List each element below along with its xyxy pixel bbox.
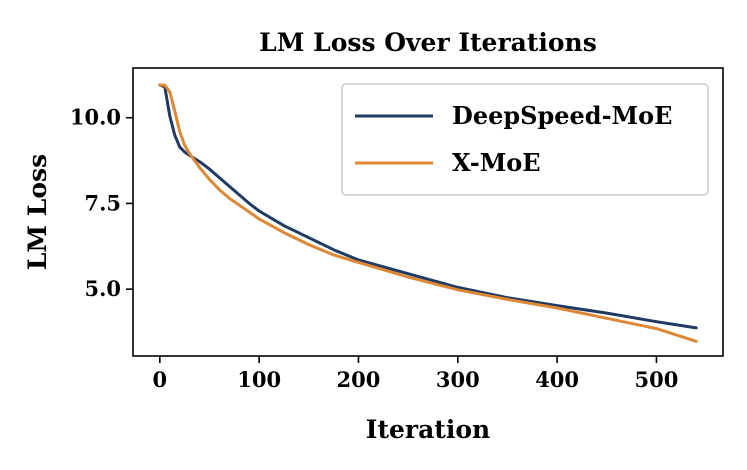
x-ticks: 0 100 200 300 400 500 — [153, 356, 679, 392]
x-tick-label: 0 — [153, 367, 168, 392]
legend-label-deepspeed: DeepSpeed-MoE — [452, 101, 672, 130]
x-axis-label: Iteration — [366, 415, 490, 444]
y-tick-label: 7.5 — [84, 190, 121, 215]
y-axis-label: LM Loss — [23, 154, 52, 270]
series-line-deepspeed-moe — [158, 83, 698, 330]
chart-title: LM Loss Over Iterations — [259, 28, 597, 57]
legend-label-xmoe: X-MoE — [452, 148, 541, 177]
series-line-x-moe — [158, 83, 698, 343]
x-tick-label: 300 — [436, 367, 480, 392]
legend: DeepSpeed-MoE X-MoE — [341, 83, 709, 196]
plot-area — [132, 67, 724, 357]
y-tick-label: 5.0 — [84, 276, 121, 301]
x-tick-label: 200 — [337, 367, 381, 392]
y-tick-label: 10.0 — [70, 105, 121, 130]
x-tick-label: 400 — [535, 367, 579, 392]
legend-box — [341, 83, 709, 196]
x-tick-label: 500 — [635, 367, 679, 392]
y-ticks: 5.0 7.5 10.0 — [70, 105, 133, 301]
x-tick-label: 100 — [237, 367, 281, 392]
series-layer — [158, 83, 698, 343]
